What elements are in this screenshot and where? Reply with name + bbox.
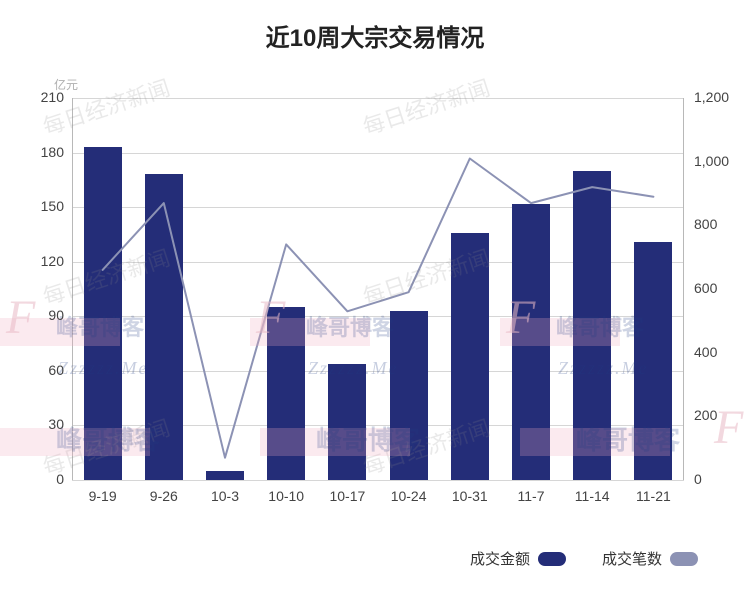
x-tick-label: 10-17: [329, 488, 365, 504]
y-left-tick: 180: [24, 144, 64, 160]
y-right-tick: 800: [694, 216, 717, 232]
x-tick-label: 9-26: [150, 488, 178, 504]
watermark-z: Zzzzzz.Me: [308, 358, 399, 379]
watermark-f: F: [714, 400, 743, 455]
x-tick-label: 11-21: [636, 488, 671, 504]
y-right-tick: 1,000: [694, 153, 729, 169]
y-left-tick: 90: [24, 307, 64, 323]
chart-title: 近10周大宗交易情况: [0, 18, 750, 53]
y-left-tick: 30: [24, 416, 64, 432]
legend-swatch: [538, 552, 566, 566]
x-tick-label: 10-24: [391, 488, 427, 504]
legend-item: 成交金额: [470, 548, 566, 569]
y-right-tick: 400: [694, 344, 717, 360]
y-left-tick: 210: [24, 89, 64, 105]
watermark-blog: 峰哥博客: [56, 310, 144, 342]
y-left-tick: 120: [24, 253, 64, 269]
y-right-tick: 200: [694, 407, 717, 423]
legend-swatch: [670, 552, 698, 566]
y-right-tick: 0: [694, 471, 702, 487]
x-tick-label: 9-19: [89, 488, 117, 504]
x-tick-label: 11-14: [575, 488, 610, 504]
watermark-f: F: [256, 290, 285, 345]
x-tick-label: 10-3: [211, 488, 239, 504]
watermark-blog: 峰哥博客: [576, 420, 680, 457]
watermark-z: Zzzzzz.Me: [558, 358, 649, 379]
x-tick-label: 10-31: [452, 488, 488, 504]
legend: 成交金额 成交笔数: [470, 548, 698, 569]
watermark-blog: 峰哥博客: [556, 310, 644, 342]
y-right-tick: 600: [694, 280, 717, 296]
watermark-blog: 峰哥博客: [316, 420, 420, 457]
legend-label: 成交金额: [470, 548, 530, 569]
y-right-tick: 1,200: [694, 89, 729, 105]
watermark-f: F: [506, 290, 535, 345]
watermark-blog: 峰哥博客: [306, 310, 394, 342]
legend-item: 成交笔数: [602, 548, 698, 569]
grid-line: [72, 480, 684, 481]
x-tick-label: 10-10: [268, 488, 304, 504]
y-left-tick: 150: [24, 198, 64, 214]
y-left-tick: 0: [24, 471, 64, 487]
y-left-tick: 60: [24, 362, 64, 378]
watermark-blog: 峰哥博客: [56, 420, 160, 457]
legend-label: 成交笔数: [602, 548, 662, 569]
x-tick-label: 11-7: [518, 488, 545, 504]
watermark-z: Zzzzzz.Me: [58, 358, 149, 379]
